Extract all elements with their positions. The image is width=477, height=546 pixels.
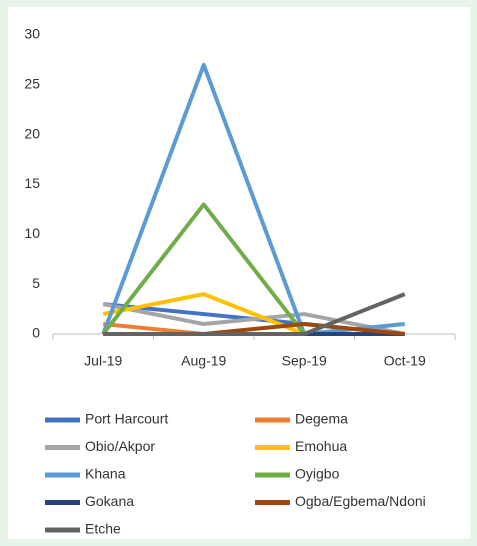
legend-label: Gokana	[85, 493, 134, 509]
y-tick-label: 25	[24, 76, 40, 92]
x-tick-label: Oct-19	[384, 353, 426, 369]
y-tick-label: 30	[24, 26, 40, 42]
y-tick-label: 20	[24, 125, 40, 141]
legend-label: Etche	[85, 521, 121, 537]
legend-label: Ogba/Egbema/Ndoni	[295, 493, 426, 509]
legend-label: Obio/Akpor	[85, 438, 155, 454]
y-tick-label: 15	[24, 175, 40, 191]
series-line	[103, 292, 406, 336]
y-tick-label: 0	[32, 325, 40, 341]
legend-label: Port Harcourt	[85, 411, 168, 427]
x-tick-label: Sep-19	[282, 353, 327, 369]
y-tick-label: 10	[24, 225, 40, 241]
x-tick-label: Jul-19	[84, 353, 122, 369]
y-tick-label: 5	[32, 275, 40, 291]
legend-label: Degema	[295, 411, 348, 427]
chart-area	[8, 7, 470, 539]
legend-label: Khana	[85, 466, 126, 482]
legend-label: Oyigbo	[295, 466, 340, 482]
legend-label: Emohua	[295, 438, 347, 454]
x-tick-label: Aug-19	[181, 353, 226, 369]
series-line	[102, 302, 406, 336]
